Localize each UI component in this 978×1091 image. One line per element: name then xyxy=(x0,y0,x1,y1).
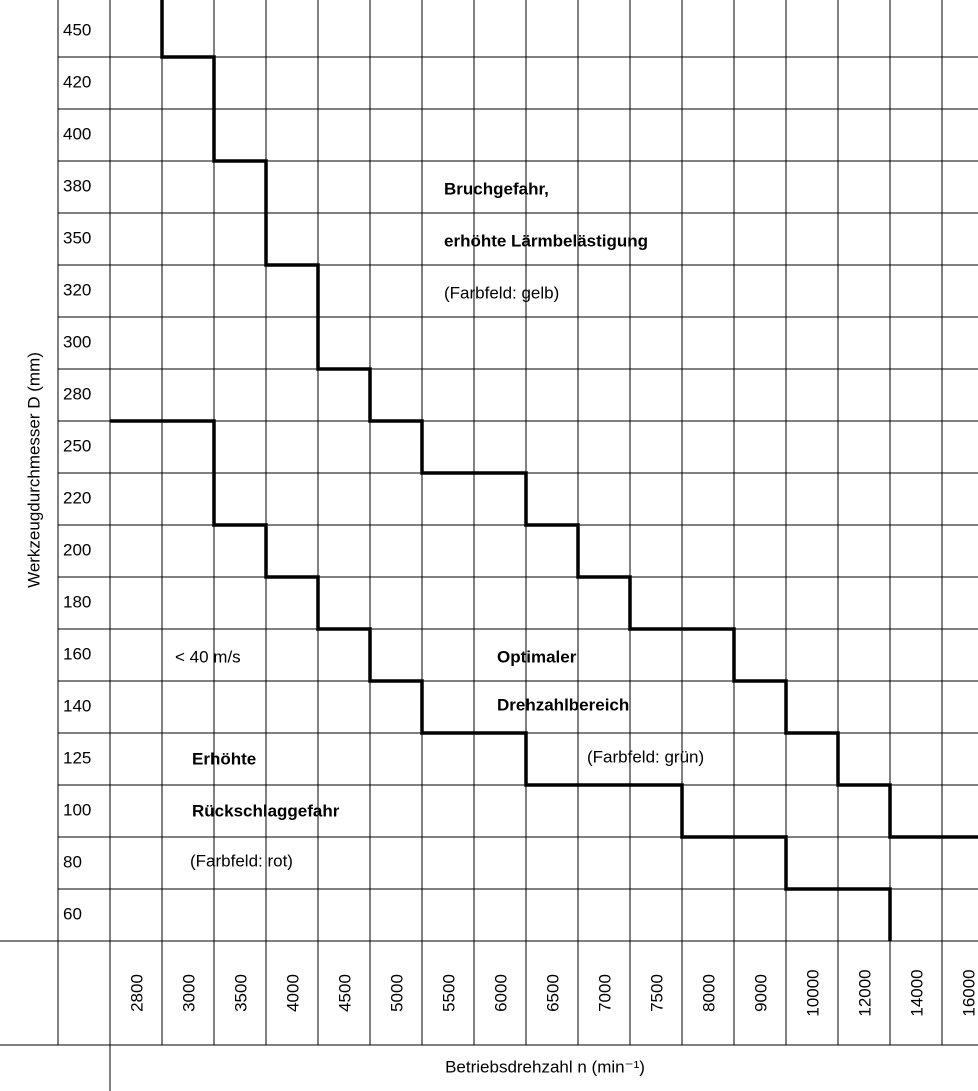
x-label: 3500 xyxy=(231,974,250,1012)
x-axis-title: Betriebsdrehzahl n (min⁻¹) xyxy=(445,1057,645,1076)
y-label: 420 xyxy=(63,72,91,91)
y-label: 450 xyxy=(63,20,91,39)
y-label: 220 xyxy=(63,488,91,507)
y-label: 300 xyxy=(63,332,91,351)
x-label: 6000 xyxy=(491,974,510,1012)
y-label: 380 xyxy=(63,176,91,195)
y-label: 350 xyxy=(63,228,91,247)
x-label: 4500 xyxy=(335,974,354,1012)
x-label: 7500 xyxy=(647,974,666,1012)
region-text: Rückschlaggefahr xyxy=(192,801,340,820)
region-text: Bruchgefahr, xyxy=(444,179,549,198)
region-text: (Farbfeld: grün) xyxy=(587,747,704,766)
y-label: 100 xyxy=(63,800,91,819)
region-text: (Farbfeld: gelb) xyxy=(444,283,559,302)
x-label: 6500 xyxy=(543,974,562,1012)
y-label: 160 xyxy=(63,644,91,663)
region-text: (Farbfeld: rot) xyxy=(190,851,293,870)
y-label: 320 xyxy=(63,280,91,299)
y-label: 250 xyxy=(63,436,91,455)
y-label: 140 xyxy=(63,696,91,715)
y-label: 280 xyxy=(63,384,91,403)
x-label: 16000 xyxy=(959,969,978,1016)
x-label: 5000 xyxy=(387,974,406,1012)
y-label: 200 xyxy=(63,540,91,559)
region-text: Optimaler xyxy=(497,647,577,666)
x-label: 3000 xyxy=(179,974,198,1012)
x-label: 5500 xyxy=(439,974,458,1012)
y-label: 60 xyxy=(63,904,82,923)
x-label: 7000 xyxy=(595,974,614,1012)
y-label: 125 xyxy=(63,748,91,767)
region-text: < 40 m/s xyxy=(175,647,241,666)
region-text: Drehzahlbereich xyxy=(497,695,629,714)
lower-boundary xyxy=(110,419,892,941)
x-label: 9000 xyxy=(751,974,770,1012)
y-label: 80 xyxy=(63,852,82,871)
y-label: 180 xyxy=(63,592,91,611)
x-label: 2800 xyxy=(127,974,146,1012)
upper-boundary xyxy=(160,0,978,839)
x-label: 8000 xyxy=(699,974,718,1012)
y-label: 400 xyxy=(63,124,91,143)
region-text: Erhöhte xyxy=(192,749,256,768)
x-label: 10000 xyxy=(803,969,822,1016)
region-text: erhöhte Lärmbelästigung xyxy=(444,231,648,250)
x-label: 14000 xyxy=(907,969,926,1016)
x-label: 4000 xyxy=(283,974,302,1012)
y-axis-title: Werkzeugdurchmesser D (mm) xyxy=(24,352,43,588)
x-label: 12000 xyxy=(855,969,874,1016)
